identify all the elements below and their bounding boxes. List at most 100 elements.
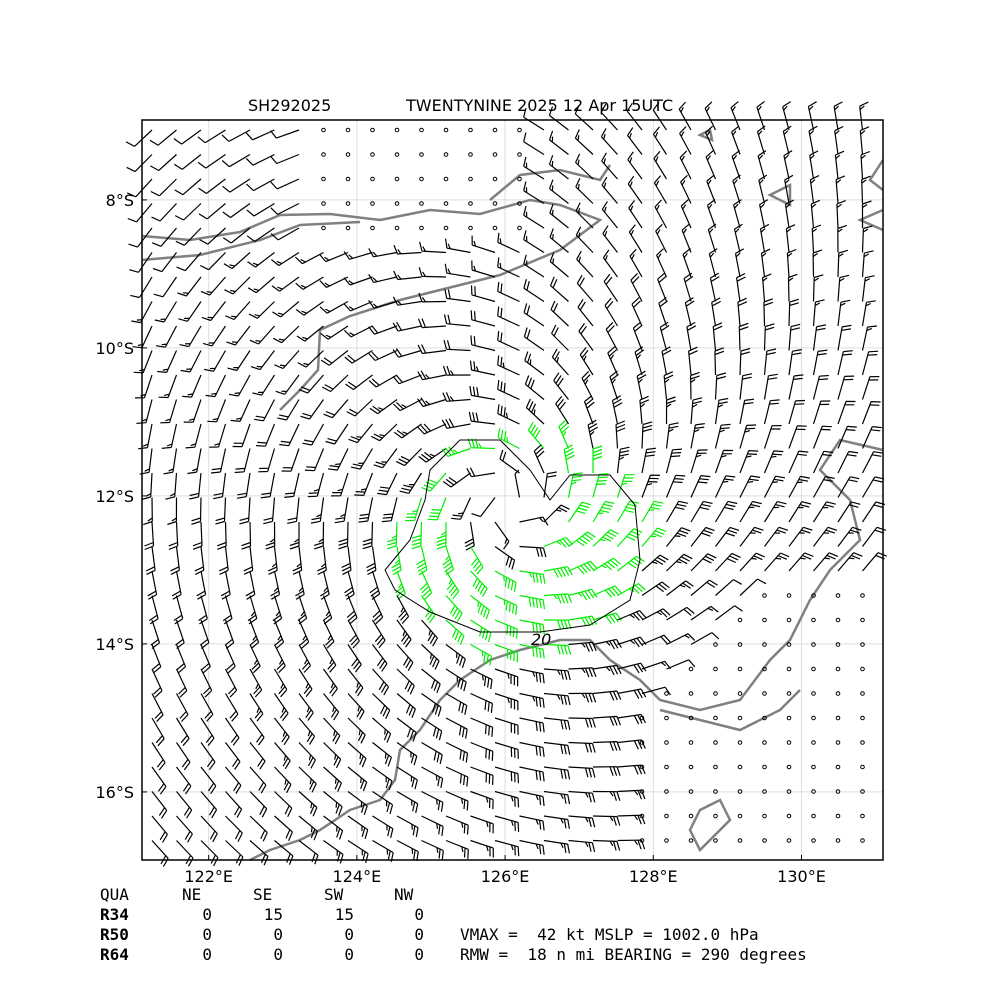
calm-marker — [517, 176, 522, 182]
wind-barb — [317, 546, 327, 575]
wind-barb — [709, 272, 720, 302]
calm-marker — [664, 838, 669, 843]
x-tick-label: 124°E — [333, 867, 382, 886]
y-tick-label: 8°S — [106, 191, 134, 210]
wind-barb — [182, 374, 202, 398]
wind-barb — [417, 344, 447, 355]
wind-barb — [471, 235, 496, 254]
wind-barb — [837, 526, 862, 547]
calm-marker — [811, 691, 816, 696]
wind-barb — [444, 263, 471, 278]
wind-barb — [331, 472, 349, 497]
wind-barb — [550, 300, 569, 327]
calm-marker — [468, 127, 473, 133]
wind-barb — [325, 423, 349, 445]
table-cell: 15 — [335, 905, 354, 924]
wind-barb — [421, 766, 444, 789]
calm-marker — [737, 740, 743, 745]
wind-barb — [396, 742, 418, 766]
wind-barb — [260, 472, 276, 499]
calm-marker — [321, 176, 326, 182]
wind-barb — [690, 475, 711, 498]
wind-barb — [782, 125, 792, 155]
wind-barb — [679, 150, 692, 180]
wind-barb — [170, 546, 180, 575]
wind-barb — [568, 588, 598, 601]
wind-barb — [151, 815, 168, 843]
wind-barb — [371, 619, 386, 649]
wind-barb — [494, 692, 519, 711]
calm-marker — [639, 789, 645, 794]
calm-marker — [345, 201, 351, 206]
wind-barb — [271, 251, 300, 267]
wind-barb — [494, 717, 519, 735]
wind-barb — [275, 374, 300, 395]
wind-barb — [788, 399, 806, 425]
wind-barb — [835, 175, 846, 204]
wind-barb — [641, 554, 669, 572]
wind-barb — [665, 396, 676, 425]
wind-barb — [292, 546, 303, 575]
wind-barb — [602, 249, 618, 278]
wind-barb — [706, 199, 717, 229]
wind-barb — [176, 815, 193, 843]
wind-barb — [158, 374, 178, 399]
wind-barb — [555, 396, 570, 425]
wind-barb — [274, 350, 300, 370]
wind-barb — [274, 766, 292, 794]
wind-barb — [372, 668, 390, 696]
wind-barb — [272, 301, 300, 318]
wind-barb — [319, 570, 330, 600]
wind-barb — [497, 257, 520, 278]
wind-barb — [298, 668, 313, 697]
wind-barb — [763, 373, 778, 400]
wind-barb — [176, 766, 192, 795]
wind-barb — [575, 202, 594, 229]
calm-marker — [737, 715, 743, 721]
table-cell: 0 — [202, 905, 212, 924]
wind-barb — [568, 815, 596, 828]
wind-barb — [763, 501, 787, 523]
wind-barb — [151, 791, 168, 819]
coastline — [696, 128, 714, 143]
wind-barb — [150, 154, 177, 172]
wind-barb — [249, 644, 261, 674]
wind-barb — [252, 374, 276, 396]
wind-barb — [346, 595, 358, 625]
wind-barb — [811, 224, 822, 253]
wind-barb — [688, 346, 698, 376]
wind-barb — [690, 632, 720, 646]
wind-barb — [334, 497, 349, 524]
calm-marker — [713, 691, 718, 696]
wind-barb — [861, 376, 880, 400]
calm-marker — [492, 127, 498, 133]
wind-barb — [757, 150, 767, 180]
calm-marker — [835, 764, 841, 770]
wind-barb — [307, 472, 325, 498]
calm-marker — [860, 789, 865, 794]
wind-barb — [224, 693, 239, 722]
wind-barb — [418, 292, 447, 303]
calm-marker — [737, 617, 743, 623]
wind-barb — [298, 717, 316, 745]
wind-barb — [421, 472, 447, 492]
wind-barb — [837, 501, 861, 523]
wind-barb — [467, 438, 496, 450]
wind-barb — [249, 717, 265, 746]
wind-barb — [653, 175, 668, 204]
calm-marker — [394, 225, 400, 231]
calm-marker — [762, 666, 767, 672]
calm-marker — [370, 152, 375, 157]
wind-barb — [568, 790, 596, 803]
wind-barb — [320, 350, 349, 366]
wind-barb — [499, 449, 520, 474]
calm-marker — [762, 691, 767, 696]
wind-barb — [347, 693, 365, 720]
wind-barb — [470, 595, 491, 620]
wind-barb — [809, 175, 820, 204]
row-label: R34 — [100, 905, 129, 924]
wind-barb — [617, 839, 646, 850]
wind-barb — [739, 398, 755, 425]
wind-barb — [192, 521, 203, 550]
